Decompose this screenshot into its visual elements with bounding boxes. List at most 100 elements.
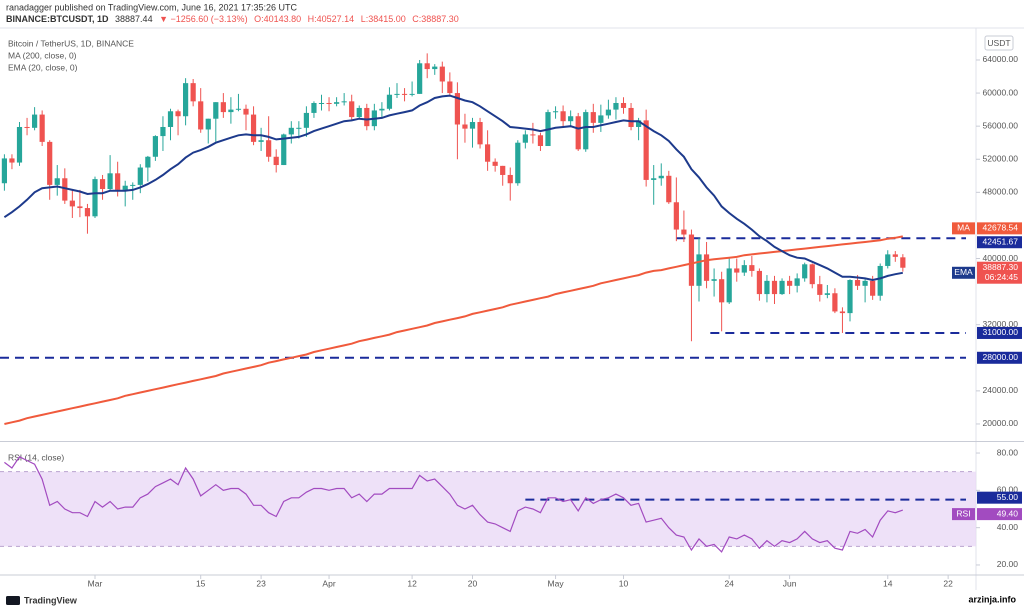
candle-body [379,108,385,111]
ema-legend: EMA (20, close, 0) [8,62,78,72]
y-tick-label: 56000.00 [983,120,1019,130]
y-tick-label: 20.00 [997,559,1019,569]
x-tick-label: Jun [783,578,797,588]
last-value-label-box [977,222,1022,235]
candle-body [794,278,800,286]
indicator-tag-box [952,266,975,279]
candle-body [386,94,393,109]
candle-body [658,175,664,179]
candle-body [749,265,755,271]
candle-body [84,208,91,217]
candle-body [703,254,710,281]
candle-body [885,254,891,266]
candle-body [568,116,574,122]
candle-body [500,165,506,175]
candle-body [341,101,347,103]
candle-body [364,107,370,127]
candle-body [160,126,166,137]
candle-body [145,156,151,168]
rsi-band [0,471,976,547]
currency[interactable]: USDT [987,38,1010,48]
candle-body [673,202,679,230]
x-tick-label: Mar [88,578,103,588]
y-tick-label: 40000.00 [983,253,1019,263]
candle-body [318,102,325,104]
y-tick-label: 48000.00 [983,187,1019,197]
plot-area: 64000.00 60000.00 56000.00 52000.00 48000.00… [0,53,1022,588]
candle-body [726,268,732,303]
candle-body [220,102,226,113]
candle-body [250,114,257,142]
last-value-label: 49.40 [997,508,1019,518]
candle-body [39,114,45,142]
candle-body [409,93,415,95]
change: ▼ −1256.60 (−3.13%) [159,14,247,24]
level-label-box [977,236,1022,249]
indicator-tag: MA [957,223,970,233]
candle-body [417,63,423,94]
x-tick-label: 12 [407,578,417,588]
candle-body [870,280,876,296]
x-tick-label: 23 [256,578,266,588]
candle-body [688,234,695,286]
candle-body [696,254,702,286]
candle-body [198,101,204,130]
currency-box[interactable] [984,35,1014,51]
logo-icon[interactable] [6,596,20,605]
candle-body [115,173,121,190]
candle-body [734,268,740,273]
candle-body [756,270,762,295]
candle-body [258,140,264,142]
candle-body [243,108,249,115]
candle-body [636,120,642,127]
candle-body [54,178,60,185]
ohlc-low: L:38415.00 [361,14,406,24]
indicator-line [4,235,903,425]
candle-body [537,135,544,147]
y-tick-label: 80.00 [997,447,1019,457]
x-tick-label: 24 [724,578,734,588]
candle-body [326,102,332,104]
indicator-tag-box [952,508,975,521]
candle-body [613,102,619,110]
indicator-tag-box [952,222,975,235]
candle-body [598,115,604,123]
indicator-tag: RSI [956,508,970,518]
ohlc-open: O:40143.80 [254,14,301,24]
candle-body [832,293,838,312]
candle-body [228,109,234,113]
logo-text[interactable]: TradingView [24,595,78,605]
candle-body [847,280,853,314]
candle-body [401,93,408,95]
price: 38887.44 [115,14,153,24]
symbol-line: BINANCE:BTCUSDT, 1D 38887.44 ▼ −1256.60 … [6,14,459,24]
candle-body [530,134,536,136]
candle-body [183,83,189,117]
candle-body [839,311,846,314]
candle-body [9,158,15,163]
candle-body [583,112,589,150]
candle-body [92,179,98,217]
candle-body [900,257,906,268]
y-tick-label: 60.00 [997,485,1019,495]
candle-body [349,101,355,118]
candle-body [432,66,438,70]
y-tick-label: 32000.00 [983,319,1019,329]
candle-body [741,265,747,273]
candle-body [99,179,106,190]
candle-body [296,127,302,129]
indicator-line [3,94,903,282]
level-label: 42451.67 [983,236,1019,246]
published-line: ranadagger published on TradingView.com,… [6,2,298,12]
candle-body [552,111,559,113]
candle-body [62,178,68,201]
candle-body [492,161,498,166]
candle-body [643,120,649,180]
ohlc-close: C:38887.30 [412,14,459,24]
candle-body [273,156,279,166]
candle-body [711,279,717,281]
candle-body [205,118,211,130]
logo[interactable]: TradingView [6,595,78,605]
level-label-box [977,351,1022,364]
candle-body [469,122,476,129]
